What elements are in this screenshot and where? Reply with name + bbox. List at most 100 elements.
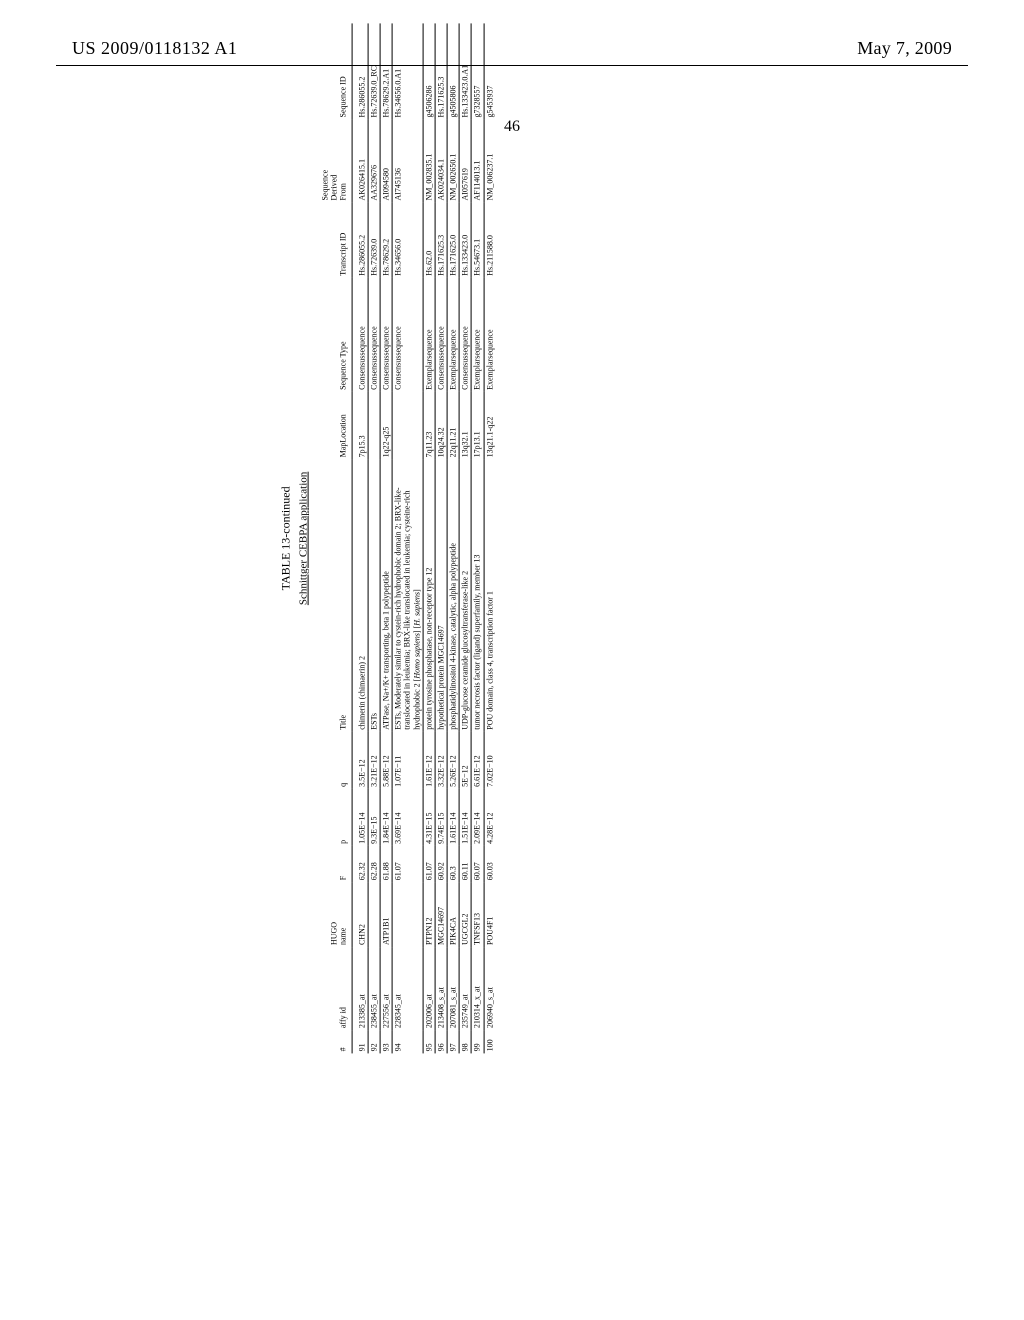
cell-seqtype: Consensussequence <box>435 278 447 392</box>
cell-f: 60.92 <box>435 846 447 882</box>
cell-hugo: MGC14697 <box>435 882 447 947</box>
table-caption: TABLE 13-continued <box>279 23 294 1053</box>
cell-seqid: Hs.286055.2 <box>352 23 368 119</box>
cell-maploc: 10q24.32 <box>435 392 447 459</box>
cell-sdf: NM_002650.1 <box>447 120 459 203</box>
cell-title: ATPase, Na+/K+ transporting, beta 1 poly… <box>380 459 392 731</box>
cell-seqid: Hs.78629.2.A1 <box>380 23 392 119</box>
cell-sdf: AK026415.1 <box>352 120 368 203</box>
cell-hugo <box>368 882 380 947</box>
cell-transid: Hs.171625.0 <box>447 203 459 278</box>
cell-seqid: g7328557 <box>472 23 484 119</box>
cell-f: 61.88 <box>380 846 392 882</box>
cell-seqid: Hs.34656.0.A1 <box>392 23 423 119</box>
cell-num: 94 <box>392 1030 423 1053</box>
cell-affy: 227556_at <box>380 947 392 1030</box>
cell-title: UDP-glucose ceramide glucosyltransferase… <box>459 459 471 731</box>
cell-seqid: Hs.72639.0_RC <box>368 23 380 119</box>
cell-seqtype: Exemplarsequence <box>472 278 484 392</box>
cell-affy: 202006_at <box>423 947 435 1030</box>
cell-transid: Hs.54673.1 <box>472 203 484 278</box>
table-row: 95202006_atPTPN1261.074.31E−151.61E−12pr… <box>423 23 435 1053</box>
cell-title: ESTs <box>368 459 380 731</box>
cell-num: 97 <box>447 1030 459 1053</box>
table-row: 92238455_at62.289.3E−153.21E−12ESTsConse… <box>368 23 380 1053</box>
publication-number: US 2009/0118132 A1 <box>72 38 237 59</box>
table-row: 94228345_at61.073.69E−141.07E−11ESTs, Mo… <box>392 23 423 1053</box>
cell-num: 92 <box>368 1030 380 1053</box>
table-row: 99210314_x_atTNFSF1360.072.09E−146.61E−1… <box>472 23 484 1053</box>
cell-seqtype: Consensussequence <box>459 278 471 392</box>
cell-sdf: NM_002835.1 <box>423 120 435 203</box>
cell-q: 5.88E−12 <box>380 732 392 789</box>
cell-num: 99 <box>472 1030 484 1053</box>
cell-q: 3.21E−12 <box>368 732 380 789</box>
cell-seqtype: Consensussequence <box>380 278 392 392</box>
col-q: q <box>320 732 352 789</box>
cell-q: 5.26E−12 <box>447 732 459 789</box>
cell-affy: 213408_s_at <box>435 947 447 1030</box>
cell-p: 2.09E−14 <box>472 789 484 846</box>
cell-sdf: AI094580 <box>380 120 392 203</box>
cell-affy: 235749_at <box>459 947 471 1030</box>
cell-affy: 228345_at <box>392 947 423 1030</box>
cell-q: 7.02E−10 <box>484 732 496 789</box>
col-num: # <box>320 1030 352 1053</box>
cell-seqid: g4505806 <box>447 23 459 119</box>
cell-seqid: Hs.133423.0.A1 <box>459 23 471 119</box>
cell-f: 61.07 <box>392 846 423 882</box>
cell-hugo <box>392 882 423 947</box>
rotated-table-container: TABLE 13-continued Schnittger CEBPA appl… <box>279 23 496 1053</box>
cell-affy: 206940_s_at <box>484 947 496 1030</box>
cell-num: 98 <box>459 1030 471 1053</box>
table-header-row: # affy id HUGOname F p q Title MapLocati… <box>320 23 352 1053</box>
cell-q: 1.61E−12 <box>423 732 435 789</box>
cell-num: 100 <box>484 1030 496 1053</box>
cell-q: 1.07E−11 <box>392 732 423 789</box>
cell-maploc: 7q11.23 <box>423 392 435 459</box>
cell-affy: 207081_s_at <box>447 947 459 1030</box>
cell-p: 1.84E−14 <box>380 789 392 846</box>
table-row: 98235749_atUGCGL260.111.51E−145E−12UDP-g… <box>459 23 471 1053</box>
table-row: 91213385_atCHN262.321.05E−143.5E−12chime… <box>352 23 368 1053</box>
cell-seqtype: Consensussequence <box>392 278 423 392</box>
cell-transid: Hs.133423.0 <box>459 203 471 278</box>
cell-sdf: NM_006237.1 <box>484 120 496 203</box>
cell-p: 4.28E−12 <box>484 789 496 846</box>
cell-transid: Hs.62.0 <box>423 203 435 278</box>
cell-sdf: AI057619 <box>459 120 471 203</box>
cell-maploc: 17p13.1 <box>472 392 484 459</box>
cell-maploc: 22q11.21 <box>447 392 459 459</box>
cell-hugo: PTPN12 <box>423 882 435 947</box>
table-subcaption: Schnittger CEBPA application <box>298 23 310 1053</box>
cell-f: 62.28 <box>368 846 380 882</box>
cell-transid: Hs.72639.0 <box>368 203 380 278</box>
cell-q: 6.61E−12 <box>472 732 484 789</box>
cell-title: ESTs, Moderately similar to cystein-rich… <box>392 459 423 731</box>
cell-transid: Hs.78629.2 <box>380 203 392 278</box>
cell-f: 60.11 <box>459 846 471 882</box>
cell-title: tumor necrosis factor (ligand) superfami… <box>472 459 484 731</box>
cell-title: hypothetical protein MGC14697 <box>435 459 447 731</box>
col-maploc: MapLocation <box>320 392 352 459</box>
cell-p: 1.61E−14 <box>447 789 459 846</box>
col-seqtype: Sequence Type <box>320 278 352 392</box>
cell-maploc <box>392 392 423 459</box>
cell-hugo: TNFSF13 <box>472 882 484 947</box>
cell-maploc: 13q32.1 <box>459 392 471 459</box>
cell-p: 9.3E−15 <box>368 789 380 846</box>
col-transid: Transcript ID <box>320 203 352 278</box>
col-affy: affy id <box>320 947 352 1030</box>
cell-seqid: g4506286 <box>423 23 435 119</box>
cell-seqtype: Exemplarsequence <box>484 278 496 392</box>
cell-f: 61.07 <box>423 846 435 882</box>
cell-sdf: AA329676 <box>368 120 380 203</box>
cell-q: 3.32E−12 <box>435 732 447 789</box>
cell-p: 1.51E−14 <box>459 789 471 846</box>
cell-maploc: 7p15.3 <box>352 392 368 459</box>
cell-num: 95 <box>423 1030 435 1053</box>
cell-sdf: AF114013.1 <box>472 120 484 203</box>
cell-sdf: AK024034.1 <box>435 120 447 203</box>
cell-title: chimerin (chimaerin) 2 <box>352 459 368 731</box>
cell-num: 96 <box>435 1030 447 1053</box>
